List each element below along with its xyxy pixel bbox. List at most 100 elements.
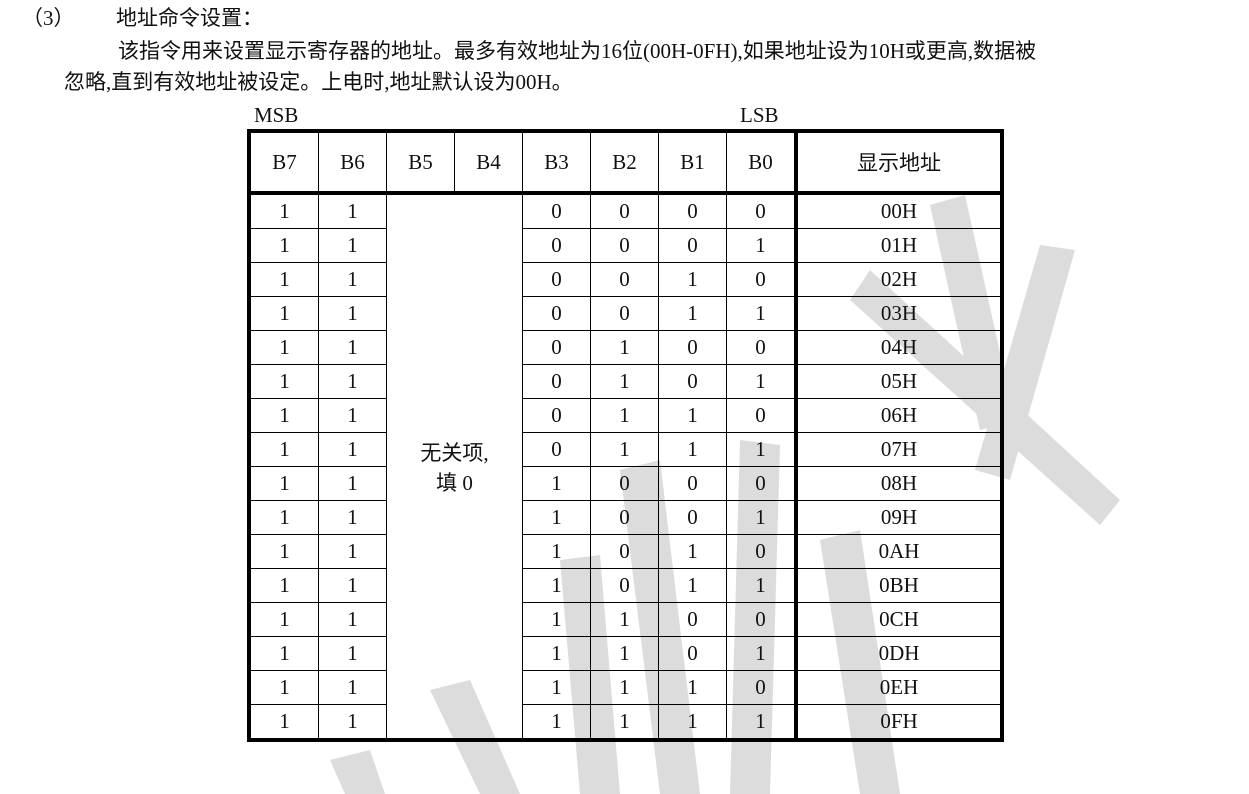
cell-b1: 1	[658, 432, 727, 467]
cell-b7: 1	[248, 330, 319, 365]
cell-address: 04H	[795, 330, 1003, 365]
cell-b2: 0	[590, 228, 659, 263]
cell-b0: 0	[726, 330, 798, 365]
cell-b3: 1	[522, 500, 591, 535]
header-b6: B6	[318, 130, 387, 195]
cell-b7: 1	[248, 602, 319, 637]
cell-b2: 1	[590, 398, 659, 433]
cell-b3: 1	[522, 466, 591, 501]
cell-b6: 1	[318, 398, 387, 433]
cell-b7: 1	[248, 432, 319, 467]
cell-b3: 1	[522, 568, 591, 603]
cell-b1: 1	[658, 670, 727, 705]
cell-b0: 0	[726, 602, 798, 637]
table-row: 1 1 0 0 1 0 02H	[248, 262, 1003, 297]
cell-b7: 1	[248, 398, 319, 433]
header-b4: B4	[454, 130, 523, 195]
cell-b1: 0	[658, 636, 727, 671]
cell-b0: 1	[726, 364, 798, 399]
cell-b6: 1	[318, 602, 387, 637]
header-b1: B1	[658, 130, 727, 195]
cell-address: 0DH	[795, 636, 1003, 671]
cell-b2: 0	[590, 466, 659, 501]
cell-b7: 1	[248, 636, 319, 671]
cell-b7: 1	[248, 296, 319, 331]
cell-address: 0FH	[795, 704, 1003, 741]
cell-address: 01H	[795, 228, 1003, 263]
cell-b1: 1	[658, 704, 727, 741]
table-row: 1 1 0 1 1 1 07H	[248, 432, 1003, 467]
cell-b6: 1	[318, 636, 387, 671]
table-row: 1 1 1 1 0 0 0CH	[248, 602, 1003, 637]
cell-b2: 1	[590, 602, 659, 637]
cell-b6: 1	[318, 262, 387, 297]
cell-b6: 1	[318, 330, 387, 365]
cell-b0: 1	[726, 568, 798, 603]
cell-b2: 0	[590, 534, 659, 569]
cell-b1: 0	[658, 228, 727, 263]
header-b0: B0	[726, 130, 798, 195]
cell-b6: 1	[318, 500, 387, 535]
cell-b2: 0	[590, 296, 659, 331]
table-header-row: B7 B6 B5 B4 B3 B2 B1 B0 显示地址	[248, 130, 1003, 195]
table-row: 1 1 1 0 0 1 09H	[248, 500, 1003, 535]
table-row: 1 1 0 1 0 1 05H	[248, 364, 1003, 399]
cell-b2: 1	[590, 704, 659, 741]
cell-address: 09H	[795, 500, 1003, 535]
table-row: 1 1 0 0 1 1 03H	[248, 296, 1003, 331]
cell-b3: 0	[522, 364, 591, 399]
cell-b6: 1	[318, 364, 387, 399]
cell-address: 03H	[795, 296, 1003, 331]
cell-b7: 1	[248, 262, 319, 297]
cell-address: 07H	[795, 432, 1003, 467]
cell-b3: 1	[522, 534, 591, 569]
dont-care-line-2: 填 0	[436, 470, 473, 495]
table-row: 1 1 1 0 1 1 0BH	[248, 568, 1003, 603]
header-b7: B7	[248, 130, 319, 195]
cell-b0: 0	[726, 534, 798, 569]
cell-address: 0EH	[795, 670, 1003, 705]
cell-b3: 1	[522, 704, 591, 741]
cell-b6: 1	[318, 534, 387, 569]
cell-b1: 0	[658, 602, 727, 637]
table-row: 1 1 1 1 0 1 0DH	[248, 636, 1003, 671]
cell-b0: 1	[726, 704, 798, 741]
cell-b1: 1	[658, 534, 727, 569]
cell-b2: 0	[590, 262, 659, 297]
cell-b0: 1	[726, 636, 798, 671]
cell-b6: 1	[318, 228, 387, 263]
cell-b3: 0	[522, 228, 591, 263]
table-row: 1 1 1 1 1 1 0FH	[248, 704, 1003, 741]
lsb-label: LSB	[740, 103, 779, 127]
cell-address: 0BH	[795, 568, 1003, 603]
dont-care-line-1: 无关项,	[420, 440, 489, 465]
cell-b3: 1	[522, 602, 591, 637]
cell-b6: 1	[318, 192, 387, 229]
cell-b1: 1	[658, 568, 727, 603]
cell-b7: 1	[248, 500, 319, 535]
cell-b3: 0	[522, 192, 591, 229]
cell-b2: 0	[590, 500, 659, 535]
cell-b7: 1	[248, 568, 319, 603]
cell-b2: 0	[590, 192, 659, 229]
cell-b1: 0	[658, 500, 727, 535]
cell-b1: 0	[658, 330, 727, 365]
cell-b3: 0	[522, 262, 591, 297]
msb-label: MSB	[254, 103, 299, 127]
cell-b1: 0	[658, 192, 727, 229]
table-row: 1 1 0 0 0 1 01H	[248, 228, 1003, 263]
cell-b0: 0	[726, 466, 798, 501]
cell-b1: 1	[658, 398, 727, 433]
cell-b1: 1	[658, 262, 727, 297]
cell-address: 0AH	[795, 534, 1003, 569]
section-number: （3）	[22, 6, 75, 30]
table-row: 1 1 1 0 0 0 08H	[248, 466, 1003, 501]
cell-b0: 1	[726, 500, 798, 535]
cell-b3: 0	[522, 296, 591, 331]
cell-b0: 1	[726, 296, 798, 331]
cell-b0: 0	[726, 398, 798, 433]
cell-b0: 0	[726, 192, 798, 229]
cell-b6: 1	[318, 296, 387, 331]
dont-care-cell: 无关项, 填 0	[386, 192, 523, 741]
